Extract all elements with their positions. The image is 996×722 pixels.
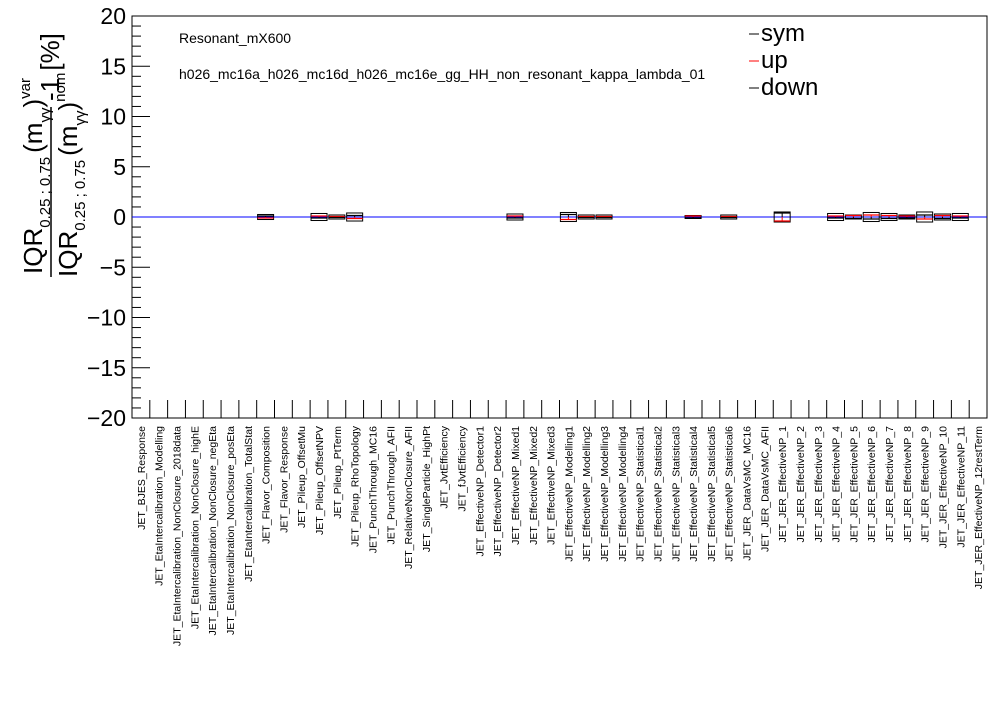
y-title-denominator: IQR0.25 ; 0.75(mγγ)nom xyxy=(52,73,89,277)
y-tick-label: −20 xyxy=(87,405,126,431)
x-tick-label: JET_JER_EffectiveNP_1 xyxy=(777,426,789,543)
x-tick-label: JET_PunchThrough_MC16 xyxy=(367,426,379,553)
x-tick-label: JET_BJES_Response xyxy=(136,426,148,530)
y-title-numerator: IQR0.25 ; 0.75(mγγ)var xyxy=(17,78,54,274)
legend-label-up: up xyxy=(761,47,788,74)
x-tick-label: JET_Pileup_RhoTopology xyxy=(350,425,362,547)
sym-box xyxy=(346,212,364,222)
x-tick-label: JET_EtaIntercalibration_NonClosure_2018d… xyxy=(172,426,184,646)
x-tick-label: JET_JER_EffectiveNP_8 xyxy=(902,426,914,543)
data-marks xyxy=(257,211,969,223)
x-tick-label: JET_EffectiveNP_Statistical3 xyxy=(670,426,682,562)
x-tick-label: JET_EffectiveNP_Modelling2 xyxy=(581,426,593,562)
y-tick-label: 20 xyxy=(100,3,126,29)
x-tick-label: JET_EffectiveNP_Mixed1 xyxy=(510,426,522,545)
y-tick-label: 0 xyxy=(113,204,126,230)
sym-box xyxy=(827,212,845,222)
x-tick-label: JET_JER_DataVsMC_AFII xyxy=(759,426,771,552)
x-tick-label: JET_JER_EffectiveNP_7 xyxy=(884,426,896,543)
y-tick-label: 10 xyxy=(100,104,126,130)
sym-box xyxy=(898,214,916,220)
legend-label-down: down xyxy=(761,74,818,101)
x-tick-label: JET_SingleParticle_HighPt xyxy=(421,426,433,552)
x-tick-label: JET_Pileup_PtTerm xyxy=(332,426,344,519)
x-tick-label: JET_JER_EffectiveNP_11 xyxy=(955,426,967,548)
x-tick-label: JET_EtaIntercalibration_NonClosure_highE xyxy=(189,426,201,629)
x-tick-label: JET_JER_EffectiveNP_10 xyxy=(937,426,949,549)
x-tick-label: JET_EtaIntercalibration_TotalStat xyxy=(243,426,255,582)
sym-box xyxy=(559,211,577,223)
x-tick-label: JET_RelativeNonClosure_AFII xyxy=(403,426,415,569)
y-tick-label: −15 xyxy=(87,355,126,381)
sym-box xyxy=(862,211,880,223)
x-tick-label: JET_JER_EffectiveNP_12restTerm xyxy=(973,426,985,589)
sym-box xyxy=(951,212,969,222)
y-tick-label: 5 xyxy=(113,154,126,180)
legend-label-sym: sym xyxy=(761,20,805,47)
x-tick-label: JET_EffectiveNP_Modelling3 xyxy=(599,426,611,562)
sym-box xyxy=(916,211,934,223)
sym-box xyxy=(310,212,328,222)
x-tick-label: JET_JER_EffectiveNP_5 xyxy=(848,426,860,543)
annotation-dataset: h026_mc16a_h026_mc16d_h026_mc16e_gg_HH_n… xyxy=(179,66,705,82)
sym-box xyxy=(506,213,524,221)
x-tick-label: JET_EffectiveNP_Statistical5 xyxy=(706,426,718,562)
sym-box xyxy=(933,213,951,221)
x-tick-label: JET_EffectiveNP_Mixed3 xyxy=(546,426,558,545)
y-tick-label: −5 xyxy=(100,254,126,280)
y-title-suffix: -1 [%] xyxy=(35,33,65,101)
x-tick-label: JET_Pileup_OffsetNPV xyxy=(314,426,326,535)
x-tick-label: JET_EtaIntercalibration_NonClosure_negEt… xyxy=(207,426,219,636)
x-tick-label: JET_EffectiveNP_Statistical2 xyxy=(652,426,664,562)
x-tick-label: JET_EffectiveNP_Statistical1 xyxy=(635,426,647,562)
x-tick-label: JET_EffectiveNP_Mixed2 xyxy=(528,426,540,545)
x-tick-label: JET_JER_EffectiveNP_4 xyxy=(831,426,843,543)
y-axis: −20 −15 −10 −5 0 5 10 15 20 xyxy=(87,3,150,431)
x-tick-label: JET_EffectiveNP_Statistical6 xyxy=(724,426,736,562)
x-tick-label: JET_EtaIntercalibration_NonClosure_posEt… xyxy=(225,426,237,635)
x-tick-label: JET_Flavor_Composition xyxy=(261,426,273,544)
x-tick-label: JET_fJvtEfficiency xyxy=(457,425,469,511)
sym-box xyxy=(773,211,791,223)
x-tick-label: JET_JER_DataVsMC_MC16 xyxy=(742,426,754,561)
y-axis-title: IQR0.25 ; 0.75(mγγ)var IQR0.25 ; 0.75(mγ… xyxy=(17,33,89,277)
x-tick-label: JET_EffectiveNP_Modelling1 xyxy=(563,426,575,562)
x-tick-label: JET_EtaIntercalibration_Modelling xyxy=(154,426,166,586)
x-axis: JET_BJES_Response JET_EtaIntercalibration… xyxy=(131,400,988,646)
x-tick-label: JET_EffectiveNP_Statistical4 xyxy=(688,426,700,562)
x-tick-label: JET_EffectiveNP_Detector1 xyxy=(474,426,486,557)
x-tick-label: JET_EffectiveNP_Detector2 xyxy=(492,426,504,557)
x-tick-label: JET_PunchThrough_AFII xyxy=(385,426,397,544)
legend: sym up down xyxy=(749,20,818,101)
x-tick-label: JET_JER_EffectiveNP_2 xyxy=(795,426,807,543)
x-tick-label: JET_JvtEfficiency xyxy=(439,425,451,508)
y-tick-label: −10 xyxy=(87,305,126,331)
x-tick-label: JET_EffectiveNP_Modelling4 xyxy=(617,426,629,562)
x-tick-label: JET_JER_EffectiveNP_9 xyxy=(920,426,932,543)
x-tick-label: JET_JER_EffectiveNP_3 xyxy=(813,426,825,543)
x-tick-label: JET_JER_EffectiveNP_6 xyxy=(866,426,878,543)
sym-box xyxy=(257,213,275,221)
x-tick-label: JET_Pileup_OffsetMu xyxy=(296,426,308,528)
annotation-sample: Resonant_mX600 xyxy=(179,30,291,46)
y-tick-label: 15 xyxy=(100,53,126,79)
x-tick-label: JET_Flavor_Response xyxy=(278,426,290,533)
sym-box xyxy=(880,212,898,222)
